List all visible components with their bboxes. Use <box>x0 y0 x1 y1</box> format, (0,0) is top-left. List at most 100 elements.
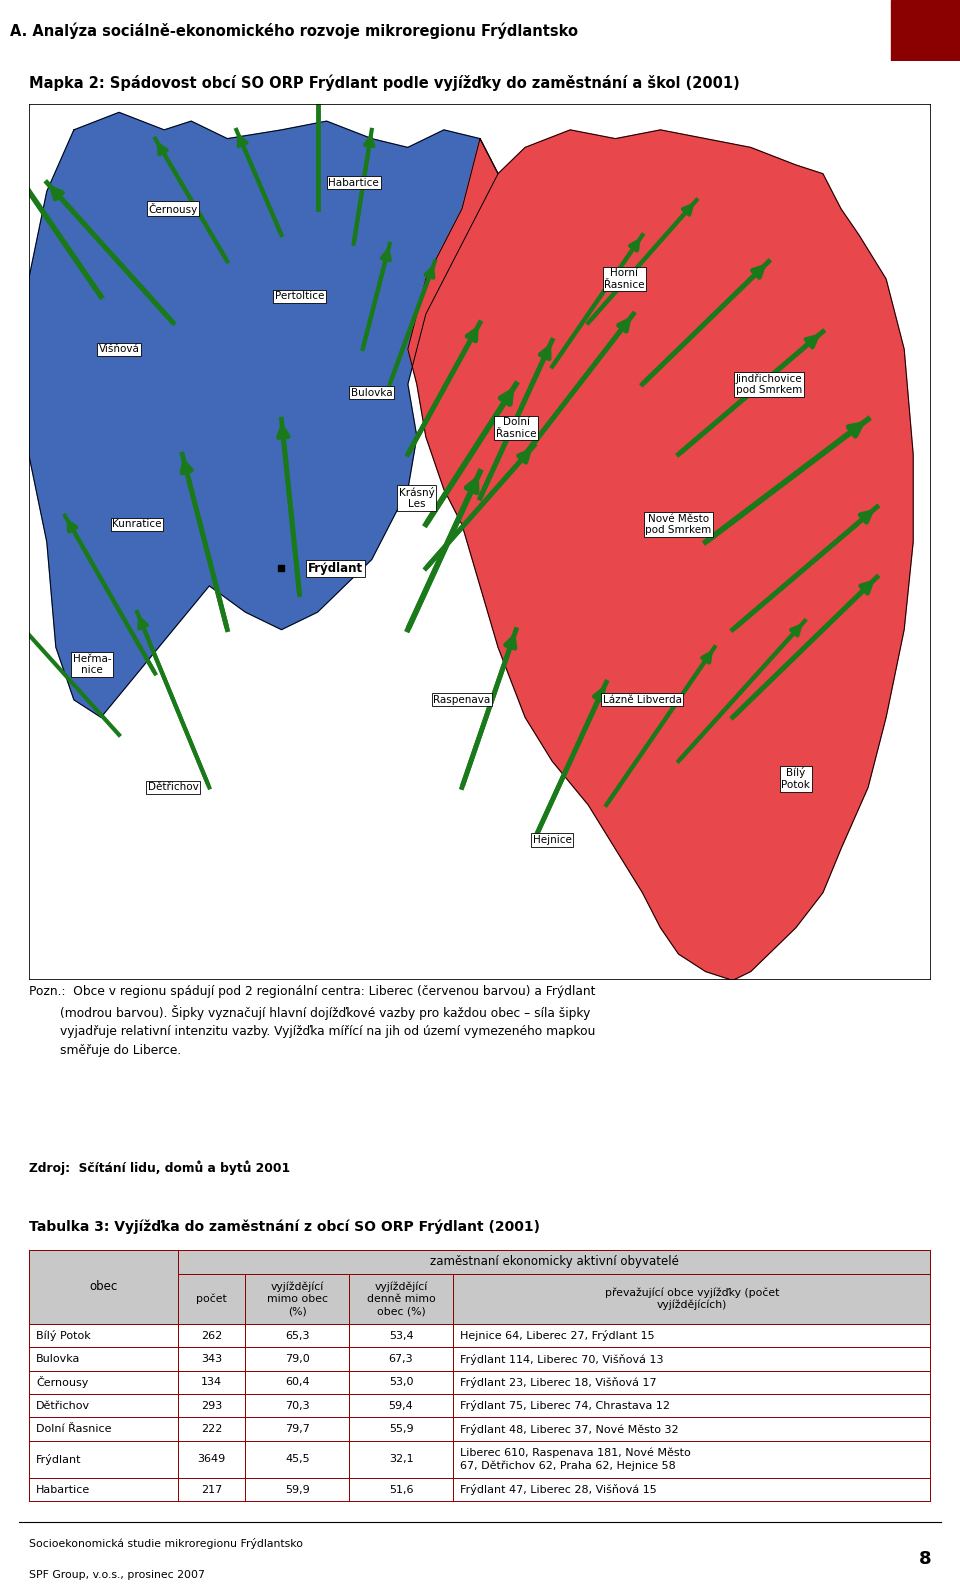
Text: Habartice: Habartice <box>328 177 379 188</box>
Text: Pertoltice: Pertoltice <box>275 292 324 301</box>
Bar <box>29 1371 178 1395</box>
Bar <box>349 1371 453 1395</box>
Bar <box>246 1441 349 1478</box>
Text: 79,0: 79,0 <box>285 1353 310 1364</box>
Text: Krásný
Les: Krásný Les <box>399 486 435 510</box>
Text: 53,0: 53,0 <box>389 1377 414 1387</box>
Bar <box>349 1347 453 1371</box>
Text: Černousy: Černousy <box>149 202 198 215</box>
Bar <box>349 1274 453 1325</box>
Text: Frýdlant 47, Liberec 28, Višňová 15: Frýdlant 47, Liberec 28, Višňová 15 <box>460 1484 657 1495</box>
Bar <box>349 1325 453 1347</box>
Text: Horní
Řasnice: Horní Řasnice <box>604 268 644 290</box>
Text: 59,9: 59,9 <box>285 1486 310 1495</box>
Bar <box>453 1441 931 1478</box>
Text: obec: obec <box>89 1280 117 1293</box>
Text: Bílý Potok: Bílý Potok <box>36 1329 91 1341</box>
Bar <box>246 1325 349 1347</box>
Text: zaměstnaní ekonomicky aktivní obyvatelé: zaměstnaní ekonomicky aktivní obyvatelé <box>430 1254 679 1269</box>
Text: Frýdlant 75, Liberec 74, Chrastava 12: Frýdlant 75, Liberec 74, Chrastava 12 <box>460 1400 670 1411</box>
Bar <box>246 1478 349 1502</box>
Text: Hejnice: Hejnice <box>533 835 571 845</box>
Text: 262: 262 <box>201 1331 222 1341</box>
Text: Nové Město
pod Smrkem: Nové Město pod Smrkem <box>645 513 711 536</box>
Text: 51,6: 51,6 <box>389 1486 414 1495</box>
Text: Tabulka 3: Vyjížďka do zaměstnání z obcí SO ORP Frýdlant (2001): Tabulka 3: Vyjížďka do zaměstnání z obcí… <box>29 1219 540 1234</box>
Bar <box>178 1478 246 1502</box>
Text: Lázně Libverda: Lázně Libverda <box>603 695 682 705</box>
Bar <box>29 1395 178 1417</box>
Text: Hejnice 64, Liberec 27, Frýdlant 15: Hejnice 64, Liberec 27, Frýdlant 15 <box>460 1329 655 1341</box>
Bar <box>246 1347 349 1371</box>
Text: 65,3: 65,3 <box>285 1331 309 1341</box>
Bar <box>349 1441 453 1478</box>
Text: Kunratice: Kunratice <box>112 520 162 529</box>
Bar <box>178 1274 246 1325</box>
Bar <box>246 1417 349 1441</box>
Bar <box>349 1395 453 1417</box>
Text: 8: 8 <box>919 1549 931 1568</box>
Text: A. Analýza sociálně-ekonomického rozvoje mikroregionu Frýdlantsko: A. Analýza sociálně-ekonomického rozvoje… <box>10 22 578 38</box>
Text: Socioekonomická studie mikroregionu Frýdlantsko: Socioekonomická studie mikroregionu Frýd… <box>29 1538 302 1549</box>
Text: Frýdlant 48, Liberec 37, Nové Město 32: Frýdlant 48, Liberec 37, Nové Město 32 <box>460 1423 679 1435</box>
Bar <box>29 1441 178 1478</box>
Text: 60,4: 60,4 <box>285 1377 309 1387</box>
Text: 45,5: 45,5 <box>285 1454 309 1465</box>
Bar <box>178 1371 246 1395</box>
Text: Heřma-
nice: Heřma- nice <box>73 654 111 676</box>
Bar <box>29 1250 178 1325</box>
Text: 55,9: 55,9 <box>389 1423 414 1435</box>
Text: SPF Group, v.o.s., prosinec 2007: SPF Group, v.o.s., prosinec 2007 <box>29 1570 204 1580</box>
Text: Pozn.:  Obce v regionu spádují pod 2 regionální centra: Liberec (červenou barvou: Pozn.: Obce v regionu spádují pod 2 regi… <box>29 985 595 1057</box>
Text: 217: 217 <box>201 1486 222 1495</box>
Text: 343: 343 <box>201 1353 222 1364</box>
Text: Raspenava: Raspenava <box>433 695 491 705</box>
Bar <box>246 1274 349 1325</box>
Text: Dolní
Řasnice: Dolní Řasnice <box>496 418 537 438</box>
Text: Frýdlant 114, Liberec 70, Višňová 13: Frýdlant 114, Liberec 70, Višňová 13 <box>460 1353 663 1364</box>
Bar <box>453 1417 931 1441</box>
Text: 222: 222 <box>201 1423 222 1435</box>
Text: Višňová: Višňová <box>99 344 139 354</box>
Bar <box>178 1441 246 1478</box>
Text: 70,3: 70,3 <box>285 1401 309 1411</box>
Text: 134: 134 <box>201 1377 222 1387</box>
Text: 79,7: 79,7 <box>285 1423 310 1435</box>
Text: 67,3: 67,3 <box>389 1353 414 1364</box>
Bar <box>246 1395 349 1417</box>
Text: Frýdlant: Frýdlant <box>308 561 363 575</box>
Bar <box>349 1417 453 1441</box>
Text: Dolní Řasnice: Dolní Řasnice <box>36 1423 111 1435</box>
Text: 3649: 3649 <box>198 1454 226 1465</box>
Bar <box>29 1325 178 1347</box>
Text: Frýdlant 23, Liberec 18, Višňová 17: Frýdlant 23, Liberec 18, Višňová 17 <box>460 1377 657 1388</box>
Bar <box>178 1417 246 1441</box>
Bar <box>29 1478 178 1502</box>
Text: Bulovka: Bulovka <box>351 387 393 398</box>
Text: Černousy: Černousy <box>36 1376 88 1388</box>
Text: převažující obce vyjížďky (počet
vyjíždějících): převažující obce vyjížďky (počet vyjíždě… <box>605 1288 780 1310</box>
Bar <box>178 1325 246 1347</box>
Bar <box>246 1371 349 1395</box>
Bar <box>178 1347 246 1371</box>
Text: 32,1: 32,1 <box>389 1454 414 1465</box>
Text: 53,4: 53,4 <box>389 1331 414 1341</box>
Bar <box>178 1395 246 1417</box>
Polygon shape <box>408 131 913 980</box>
Text: 59,4: 59,4 <box>389 1401 414 1411</box>
Text: počet: počet <box>196 1294 227 1304</box>
Text: Bílý
Potok: Bílý Potok <box>781 767 810 791</box>
Text: 293: 293 <box>201 1401 222 1411</box>
Text: Jindřichovice
pod Smrkem: Jindřichovice pod Smrkem <box>735 373 803 395</box>
Polygon shape <box>29 112 498 717</box>
Text: Mapka 2: Spádovost obcí SO ORP Frýdlant podle vyjížďky do zaměstnání a škol (200: Mapka 2: Spádovost obcí SO ORP Frýdlant … <box>29 75 739 91</box>
Text: Frýdlant: Frýdlant <box>36 1454 82 1465</box>
Bar <box>29 1347 178 1371</box>
Text: Habartice: Habartice <box>36 1486 90 1495</box>
Text: vyjíždějící
denně mimo
obec (%): vyjíždějící denně mimo obec (%) <box>367 1282 436 1317</box>
Bar <box>453 1325 931 1347</box>
Bar <box>453 1478 931 1502</box>
Bar <box>349 1478 453 1502</box>
Text: vyjíždějící
mimo obec
(%): vyjíždějící mimo obec (%) <box>267 1282 327 1317</box>
Bar <box>453 1371 931 1395</box>
